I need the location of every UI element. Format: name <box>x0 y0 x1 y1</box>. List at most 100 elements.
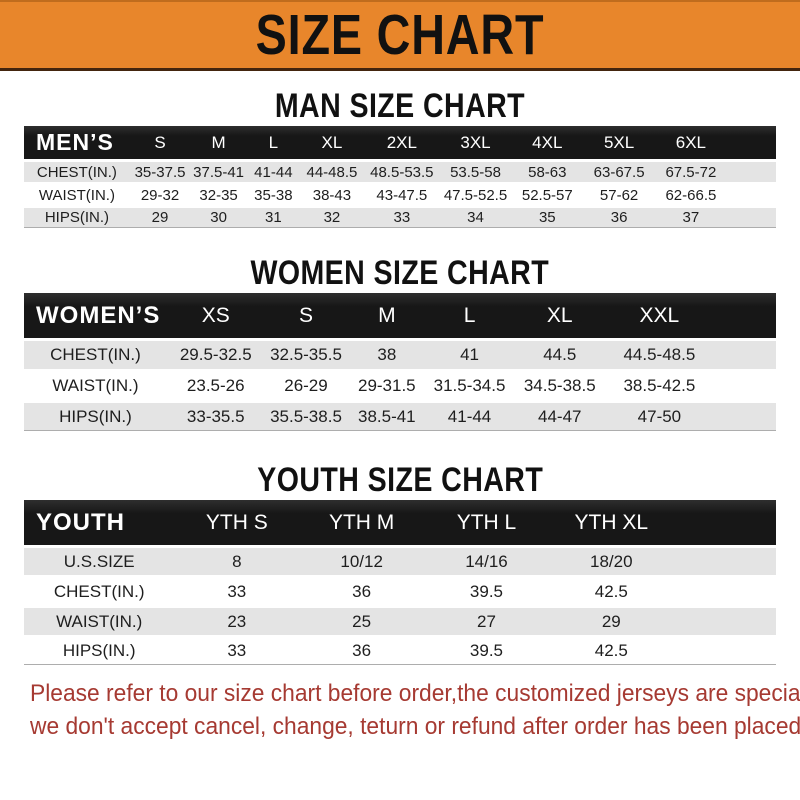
size-value: 37 <box>655 205 727 228</box>
row-label: U.S.SIZE <box>24 545 175 575</box>
table-row: WAIST(IN.) 23 25 27 29 <box>24 605 776 635</box>
column-header: M <box>347 293 427 338</box>
size-value: 25 <box>299 605 425 635</box>
column-header: 6XL <box>655 126 727 159</box>
disclaimer-line-1: Please refer to our size chart before or… <box>30 680 800 707</box>
size-value: 18/20 <box>548 545 674 575</box>
column-header: 2XL <box>364 126 440 159</box>
size-value: 39.5 <box>424 575 549 605</box>
size-value: 14/16 <box>424 545 549 575</box>
youth-section-title-text: YOUTH SIZE CHART <box>257 461 543 499</box>
column-header: 4XL <box>511 126 584 159</box>
man-section-title-text: MAN SIZE CHART <box>274 87 526 125</box>
size-value: 33 <box>174 575 300 605</box>
table-row: CHEST(IN.) 29.5-32.5 32.5-35.5 38 41 44.5 44.5… <box>24 338 776 369</box>
column-header: XL <box>512 293 607 338</box>
size-value: 67.5-72 <box>655 159 727 182</box>
size-value: 35-38 <box>246 182 300 205</box>
disclaimer-line-2: we don't accept cancel, change, teturn o… <box>30 713 800 740</box>
size-value: 39.5 <box>424 635 549 665</box>
size-value: 47-50 <box>606 400 713 431</box>
row-filler <box>712 369 776 400</box>
size-value: 53.5-58 <box>439 159 512 182</box>
men-size-table: MEN’S S M L XL 2XL 3XL 4XL 5XL 6XL CHEST(IN.) 35-37… <box>24 126 776 228</box>
row-filler <box>673 575 776 605</box>
size-value: 26-29 <box>264 369 348 400</box>
row-filler <box>726 159 776 182</box>
size-value: 48.5-53.5 <box>364 159 440 182</box>
size-value: 32-35 <box>190 182 247 205</box>
size-value: 8 <box>174 545 300 575</box>
row-label: WAIST(IN.) <box>24 182 130 205</box>
row-filler <box>726 205 776 228</box>
table-corner-label: YOUTH <box>24 500 175 545</box>
size-value: 29-32 <box>129 182 191 205</box>
column-header: S <box>264 293 348 338</box>
size-value: 23 <box>174 605 300 635</box>
column-header: XL <box>299 126 365 159</box>
size-value: 34.5-38.5 <box>512 369 607 400</box>
size-value: 30 <box>190 205 247 228</box>
row-label: HIPS(IN.) <box>24 205 130 228</box>
size-chart-banner: SIZE CHART <box>0 0 800 71</box>
size-value: 63-67.5 <box>583 159 655 182</box>
size-value: 42.5 <box>548 575 674 605</box>
size-value: 27 <box>424 605 549 635</box>
column-header: L <box>426 293 513 338</box>
youth-size-table: YOUTH YTH S YTH M YTH L YTH XL U.S.SIZE 8 10/12… <box>24 500 776 665</box>
column-header: XXL <box>606 293 713 338</box>
size-value: 52.5-57 <box>511 182 584 205</box>
table-row: CHEST(IN.) 33 36 39.5 42.5 <box>24 575 776 605</box>
column-header: YTH M <box>299 500 425 545</box>
row-filler <box>712 400 776 431</box>
size-value: 37.5-41 <box>190 159 247 182</box>
size-value: 38 <box>347 338 427 369</box>
size-value: 47.5-52.5 <box>439 182 512 205</box>
size-value: 58-63 <box>511 159 584 182</box>
size-value: 23.5-26 <box>166 369 265 400</box>
size-value: 38.5-42.5 <box>606 369 713 400</box>
size-value: 36 <box>299 575 425 605</box>
size-value: 33 <box>174 635 300 665</box>
page-title: SIZE CHART <box>255 3 545 67</box>
row-filler <box>726 182 776 205</box>
table-row: U.S.SIZE 8 10/12 14/16 18/20 <box>24 545 776 575</box>
column-header: YTH XL <box>548 500 674 545</box>
size-value: 38-43 <box>299 182 365 205</box>
header-filler <box>712 293 776 338</box>
size-value: 41 <box>426 338 513 369</box>
size-value: 42.5 <box>548 635 674 665</box>
size-value: 35.5-38.5 <box>264 400 348 431</box>
size-value: 38.5-41 <box>347 400 427 431</box>
table-row: HIPS(IN.) 33 36 39.5 42.5 <box>24 635 776 665</box>
youth-section-title: YOUTH SIZE CHART <box>0 461 800 500</box>
size-value: 10/12 <box>299 545 425 575</box>
women-section-title: WOMEN SIZE CHART <box>0 254 800 293</box>
size-value: 41-44 <box>246 159 300 182</box>
table-row: HIPS(IN.) 29 30 31 32 33 34 35 36 37 <box>24 205 776 228</box>
size-value: 43-47.5 <box>364 182 440 205</box>
row-filler <box>712 338 776 369</box>
size-value: 33 <box>364 205 440 228</box>
size-value: 31 <box>246 205 300 228</box>
size-value: 35 <box>511 205 584 228</box>
size-value: 44-48.5 <box>299 159 365 182</box>
size-value: 41-44 <box>426 400 513 431</box>
table-row: HIPS(IN.) 33-35.5 35.5-38.5 38.5-41 41-44 44-… <box>24 400 776 431</box>
size-value: 33-35.5 <box>166 400 265 431</box>
size-value: 35-37.5 <box>129 159 191 182</box>
size-value: 34 <box>439 205 512 228</box>
row-label: HIPS(IN.) <box>24 400 167 431</box>
size-value: 44-47 <box>512 400 607 431</box>
table-row: CHEST(IN.) 35-37.5 37.5-41 41-44 44-48.5 48.5… <box>24 159 776 182</box>
size-value: 57-62 <box>583 182 655 205</box>
row-label: CHEST(IN.) <box>24 575 175 605</box>
size-value: 31.5-34.5 <box>426 369 513 400</box>
order-disclaimer: Please refer to our size chart before or… <box>30 677 800 743</box>
row-label: WAIST(IN.) <box>24 369 167 400</box>
column-header: YTH L <box>424 500 549 545</box>
header-filler <box>673 500 776 545</box>
row-label: CHEST(IN.) <box>24 159 130 182</box>
size-value: 44.5 <box>512 338 607 369</box>
row-label: CHEST(IN.) <box>24 338 167 369</box>
